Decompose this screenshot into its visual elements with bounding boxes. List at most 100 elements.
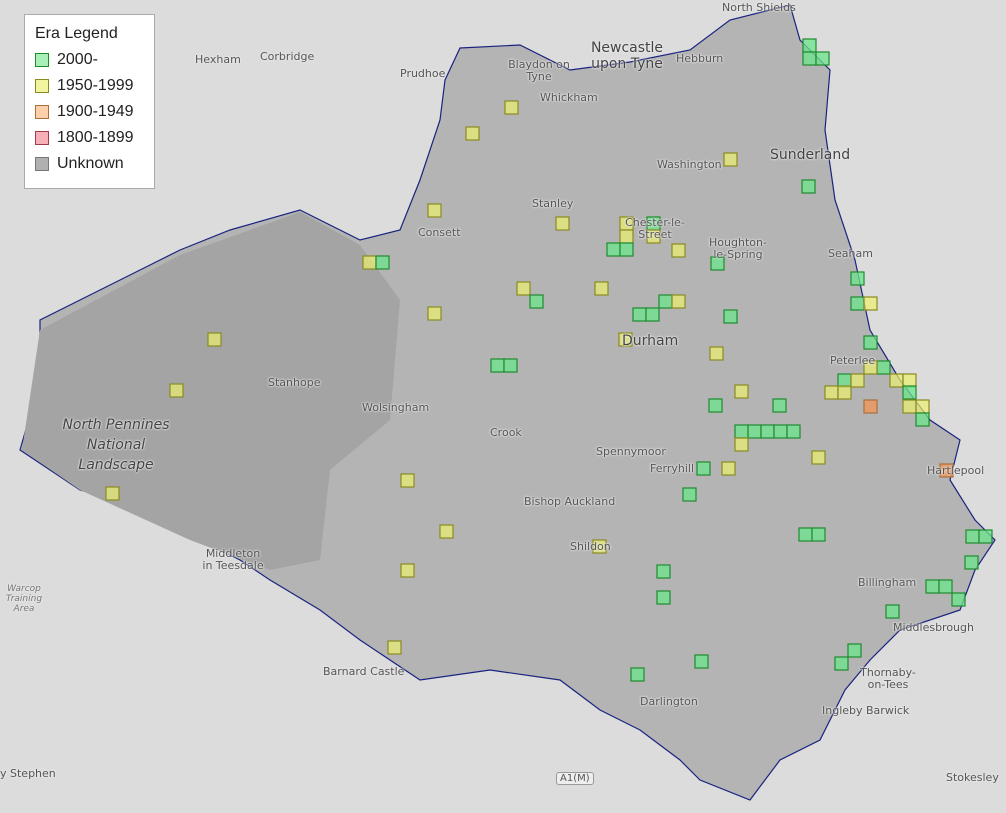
site-marker[interactable] [802,38,817,53]
site-marker[interactable] [885,604,900,619]
site-marker[interactable] [863,296,878,311]
site-marker[interactable] [837,373,852,388]
label-washington: Washington [657,158,722,171]
site-marker[interactable] [439,524,454,539]
site-marker[interactable] [847,643,862,658]
site-marker[interactable] [760,424,775,439]
site-marker[interactable] [747,424,762,439]
site-marker[interactable] [850,296,865,311]
road-shield-a1m: A1(M) [556,772,594,785]
site-marker[interactable] [105,486,120,501]
label-barnard-castle: Barnard Castle [323,665,405,678]
site-marker[interactable] [815,51,830,66]
site-marker[interactable] [938,579,953,594]
site-marker[interactable] [362,255,377,270]
site-marker[interactable] [375,255,390,270]
site-marker[interactable] [169,383,184,398]
site-marker[interactable] [850,271,865,286]
site-marker[interactable] [656,564,671,579]
site-marker[interactable] [529,294,544,309]
legend-item: 1900-1949 [35,99,154,125]
site-marker[interactable] [708,398,723,413]
site-marker[interactable] [427,203,442,218]
site-marker[interactable] [490,358,505,373]
site-marker[interactable] [516,281,531,296]
site-marker[interactable] [632,307,647,322]
site-marker[interactable] [504,100,519,115]
site-marker[interactable] [671,294,686,309]
site-marker[interactable] [465,126,480,141]
site-marker[interactable] [400,563,415,578]
site-marker[interactable] [902,373,917,388]
site-marker[interactable] [709,346,724,361]
site-marker[interactable] [773,424,788,439]
site-marker[interactable] [656,590,671,605]
site-marker[interactable] [902,399,917,414]
site-marker[interactable] [619,242,634,257]
site-marker[interactable] [915,412,930,427]
site-marker[interactable] [503,358,518,373]
site-marker[interactable] [798,527,813,542]
legend-item: Unknown [35,151,154,177]
label-ferryhill: Ferryhill [650,462,694,475]
label-stokesley: Stokesley [946,771,999,784]
site-marker[interactable] [630,667,645,682]
site-marker[interactable] [915,399,930,414]
site-marker[interactable] [863,399,878,414]
label-thornaby: Thornaby-on-Tees [860,666,916,691]
site-marker[interactable] [939,463,954,478]
legend-label: 2000- [57,51,98,68]
site-marker[interactable] [863,335,878,350]
site-marker[interactable] [618,332,633,347]
site-marker[interactable] [723,152,738,167]
site-marker[interactable] [606,242,621,257]
site-marker[interactable] [427,306,442,321]
site-marker[interactable] [658,294,673,309]
site-marker[interactable] [786,424,801,439]
site-marker[interactable] [811,527,826,542]
site-marker[interactable] [802,51,817,66]
site-marker[interactable] [721,461,736,476]
site-marker[interactable] [876,360,891,375]
site-marker[interactable] [710,256,725,271]
site-marker[interactable] [811,450,826,465]
site-marker[interactable] [964,555,979,570]
site-marker[interactable] [801,179,816,194]
site-marker[interactable] [734,384,749,399]
site-marker[interactable] [837,385,852,400]
site-marker[interactable] [925,579,940,594]
site-marker[interactable] [207,332,222,347]
site-marker[interactable] [863,360,878,375]
site-marker[interactable] [965,529,980,544]
site-marker[interactable] [400,473,415,488]
site-marker[interactable] [978,529,993,544]
label-north-shields: North Shields [722,1,796,14]
site-marker[interactable] [694,654,709,669]
label-crook: Crook [490,426,522,439]
label-ingleby: Ingleby Barwick [822,704,910,717]
site-marker[interactable] [850,373,865,388]
site-marker[interactable] [696,461,711,476]
site-marker[interactable] [682,487,697,502]
site-marker[interactable] [671,243,686,258]
site-marker[interactable] [902,385,917,400]
site-marker[interactable] [734,437,749,452]
site-marker[interactable] [824,385,839,400]
site-marker[interactable] [645,307,660,322]
legend-label: Unknown [57,155,124,172]
label-wolsingham: Wolsingham [362,401,430,414]
label-seaham: Seaham [828,247,873,260]
site-marker[interactable] [834,656,849,671]
site-marker[interactable] [734,424,749,439]
site-marker[interactable] [772,398,787,413]
site-marker[interactable] [646,229,661,244]
site-marker[interactable] [889,373,904,388]
site-marker[interactable] [951,592,966,607]
site-marker[interactable] [592,539,607,554]
label-prudhoe: Prudhoe [400,67,446,80]
site-marker[interactable] [387,640,402,655]
site-marker[interactable] [723,309,738,324]
site-marker[interactable] [594,281,609,296]
site-marker[interactable] [555,216,570,231]
